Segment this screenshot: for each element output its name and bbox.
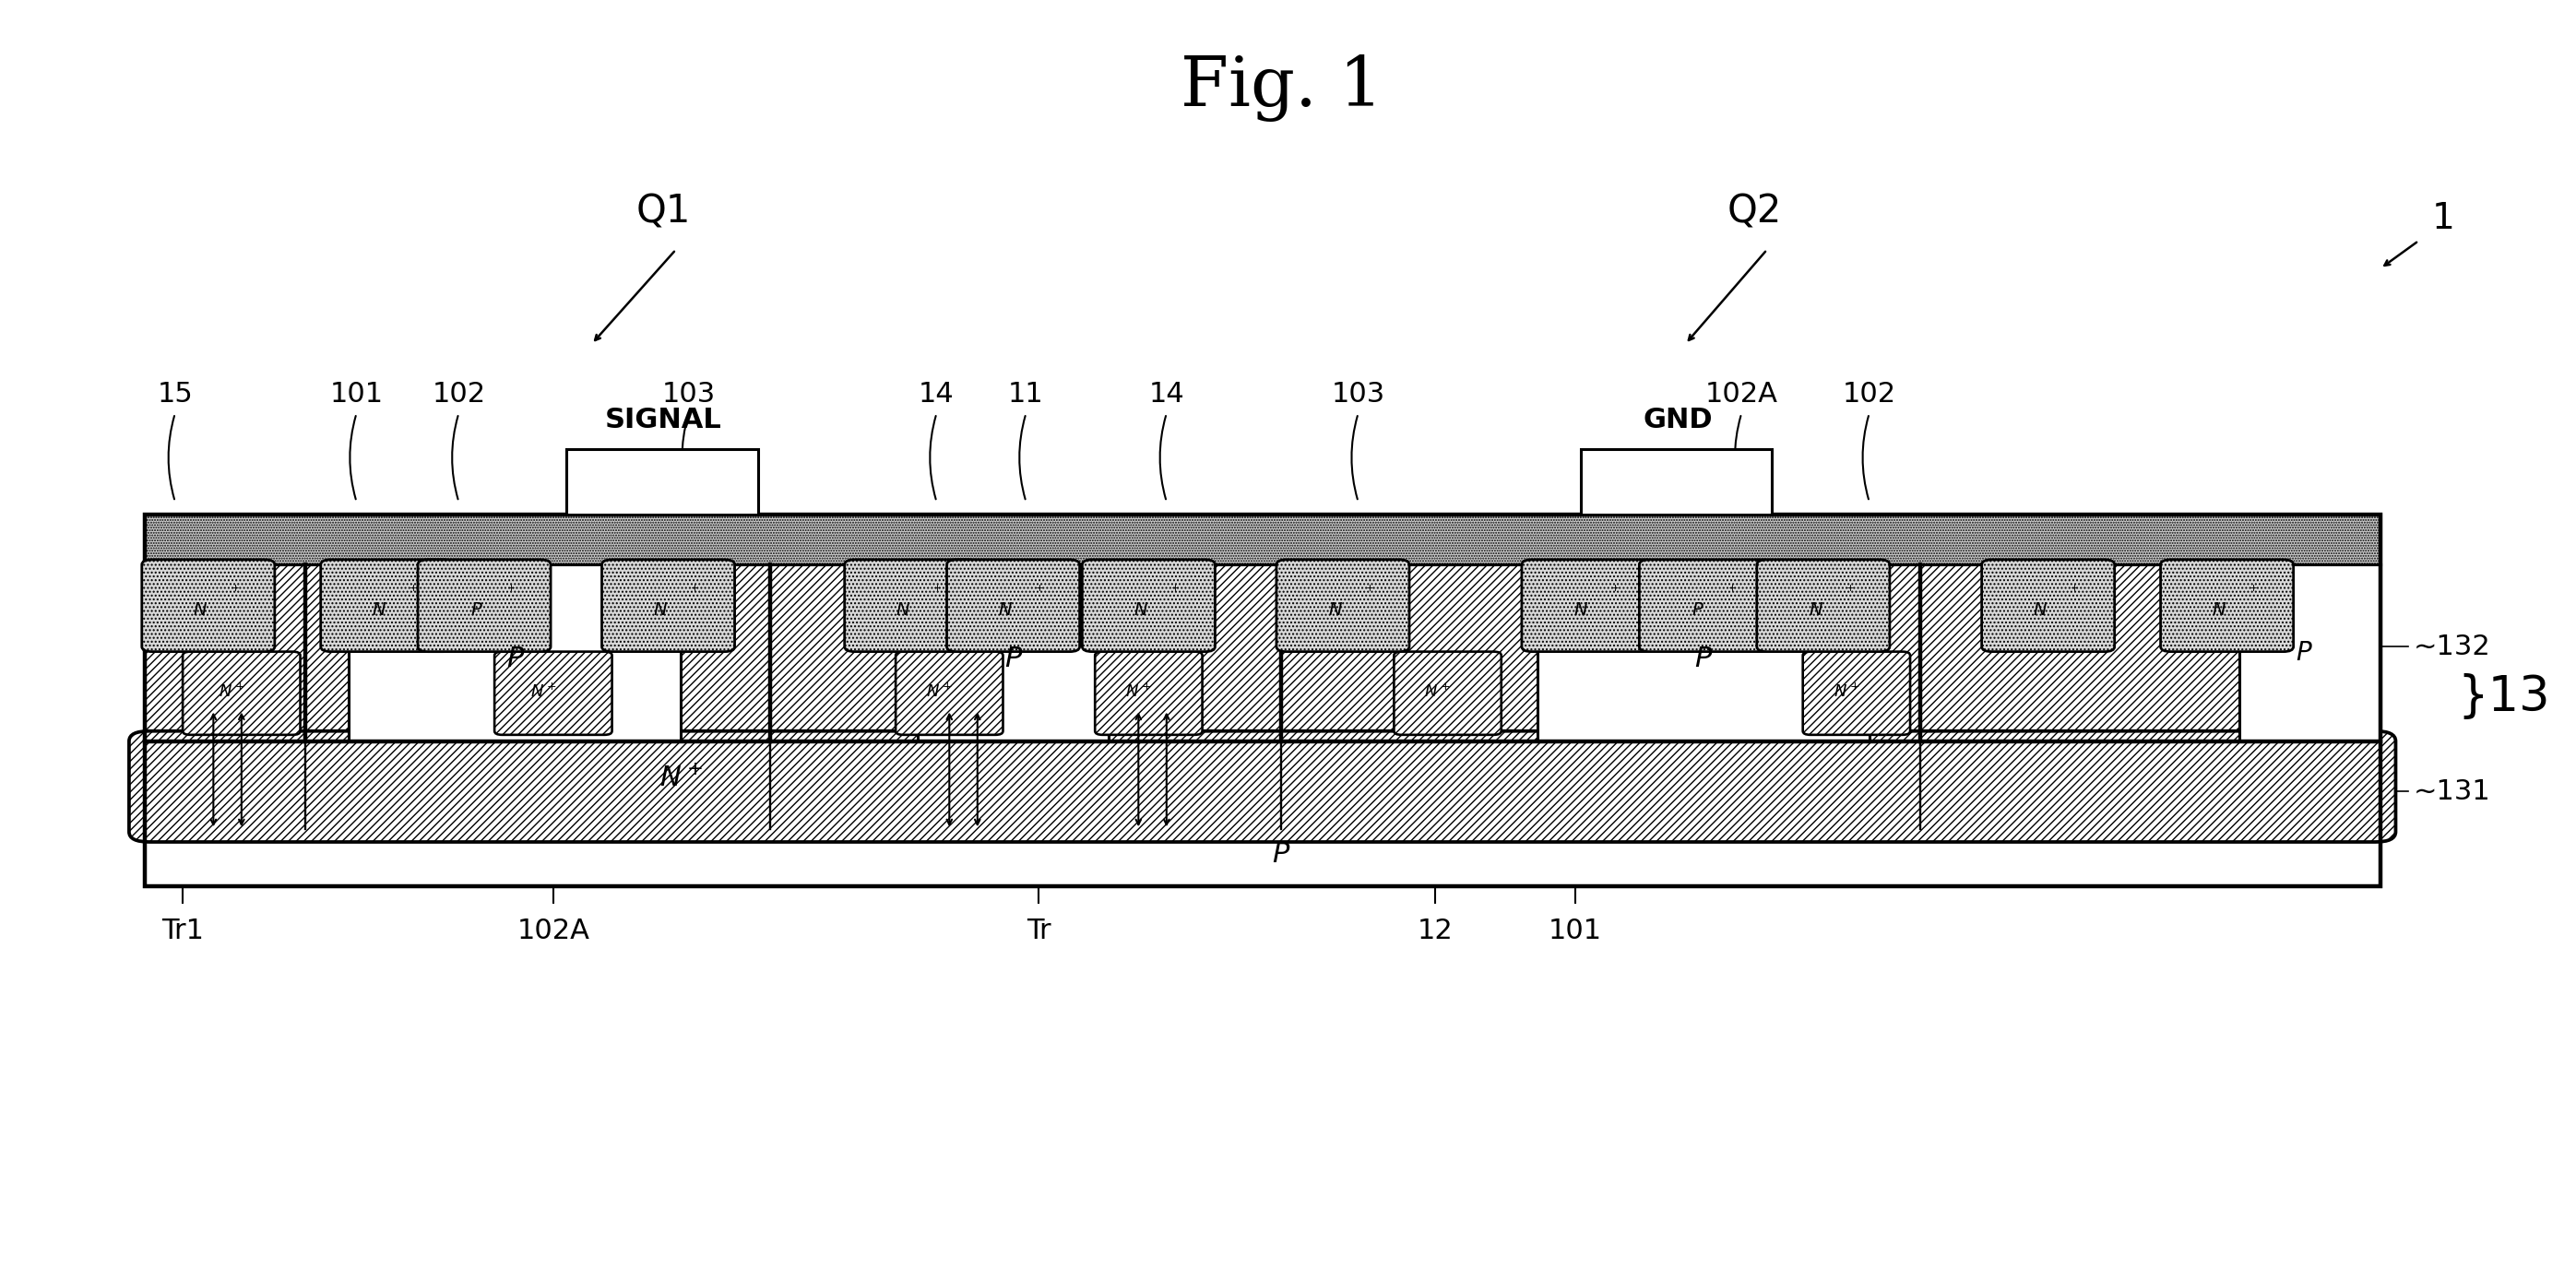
FancyBboxPatch shape [1638,559,1772,652]
Text: }13: }13 [2458,673,2550,721]
Text: $\mathit{N}$: $\mathit{N}$ [654,601,667,619]
Text: 1: 1 [2432,200,2455,236]
Text: $\mathit{N}$: $\mathit{N}$ [997,601,1012,619]
FancyBboxPatch shape [417,559,551,652]
FancyBboxPatch shape [1981,559,2115,652]
Text: $\mathit{P}$: $\mathit{P}$ [1692,601,1705,619]
Text: 102A: 102A [518,918,590,945]
Text: 102A: 102A [1705,380,1777,407]
Text: ~131: ~131 [2414,779,2491,805]
Bar [917,564,1110,741]
Bar [144,515,2380,564]
FancyBboxPatch shape [1278,559,1409,652]
Text: 103: 103 [1332,380,1386,407]
Text: 102: 102 [433,380,484,407]
Bar [144,515,2380,886]
Text: Fig. 1: Fig. 1 [1180,55,1383,122]
Text: Q1: Q1 [636,191,690,231]
FancyBboxPatch shape [1757,559,1891,652]
Text: $^+$: $^+$ [229,585,240,597]
Text: 14: 14 [1149,380,1185,407]
Text: 103: 103 [662,380,716,407]
Bar [144,564,2380,741]
Text: $N^+$: $N^+$ [531,683,556,701]
Text: $^+$: $^+$ [2246,585,2259,597]
Text: Tr: Tr [1025,918,1051,945]
Text: SIGNAL: SIGNAL [605,407,721,434]
FancyBboxPatch shape [183,652,301,735]
Text: $\mathit{N}$: $\mathit{N}$ [2213,601,2226,619]
Text: $\mathit{N}$: $\mathit{N}$ [896,601,912,619]
Text: $\mathit{N}$: $\mathit{N}$ [1133,601,1149,619]
Text: $N^+$: $N^+$ [659,765,703,791]
Text: $\mathit{N}$: $\mathit{N}$ [371,601,386,619]
Text: $^+$: $^+$ [1170,585,1180,597]
Text: P: P [1695,645,1710,672]
Text: Q2: Q2 [1726,191,1783,231]
Text: P: P [2295,640,2311,666]
Text: 102: 102 [1842,380,1896,407]
FancyBboxPatch shape [1803,652,1911,735]
FancyBboxPatch shape [1394,652,1502,735]
Text: $^+$: $^+$ [1363,585,1373,597]
Text: $\mathit{P}$: $\mathit{P}$ [471,601,482,619]
FancyBboxPatch shape [1095,652,1203,735]
FancyBboxPatch shape [896,652,1002,735]
Text: $P$: $P$ [1273,841,1291,867]
Bar [144,515,2380,886]
Bar [567,449,757,515]
Bar [348,564,680,741]
FancyBboxPatch shape [948,559,1079,652]
FancyBboxPatch shape [603,559,734,652]
FancyBboxPatch shape [129,732,2396,842]
Text: $^+$: $^+$ [688,585,698,597]
Text: $N^+$: $N^+$ [1126,683,1151,701]
Text: P: P [507,645,523,672]
Text: $\mathit{N}$: $\mathit{N}$ [1574,601,1587,619]
FancyBboxPatch shape [845,559,976,652]
Text: $N^+$: $N^+$ [219,683,245,701]
Text: $^+$: $^+$ [1607,585,1620,597]
Text: $^+$: $^+$ [505,585,515,597]
Text: $^+$: $^+$ [930,585,943,597]
Bar [1582,449,1772,515]
Bar [2239,564,2380,741]
Text: $^+$: $^+$ [1033,585,1043,597]
Text: GND: GND [1643,407,1713,434]
Text: 101: 101 [330,380,384,407]
Text: $^+$: $^+$ [1844,585,1855,597]
Text: ~132: ~132 [2414,633,2491,659]
Text: Tr1: Tr1 [162,918,204,945]
Text: P: P [1005,645,1023,672]
Text: 12: 12 [1417,918,1453,945]
Text: $^+$: $^+$ [2069,585,2079,597]
Text: $\mathit{N}$: $\mathit{N}$ [193,601,209,619]
FancyBboxPatch shape [495,652,613,735]
FancyBboxPatch shape [2161,559,2293,652]
Text: $^+$: $^+$ [407,585,417,597]
FancyBboxPatch shape [142,559,276,652]
Text: $^+$: $^+$ [1726,585,1736,597]
Text: 14: 14 [920,380,956,407]
Text: 101: 101 [1548,918,1602,945]
Text: $N^+$: $N^+$ [1425,683,1450,701]
FancyBboxPatch shape [1082,559,1216,652]
Text: 15: 15 [157,380,193,407]
Text: 11: 11 [1007,380,1043,407]
Text: $\mathit{N}$: $\mathit{N}$ [2032,601,2048,619]
FancyBboxPatch shape [1522,559,1654,652]
Text: $\mathit{N}$: $\mathit{N}$ [1808,601,1824,619]
Text: $N^+$: $N^+$ [1834,683,1860,701]
FancyBboxPatch shape [319,559,453,652]
Text: $N^+$: $N^+$ [925,683,953,701]
Bar [1538,564,1870,741]
Text: $\mathit{N}$: $\mathit{N}$ [1327,601,1342,619]
